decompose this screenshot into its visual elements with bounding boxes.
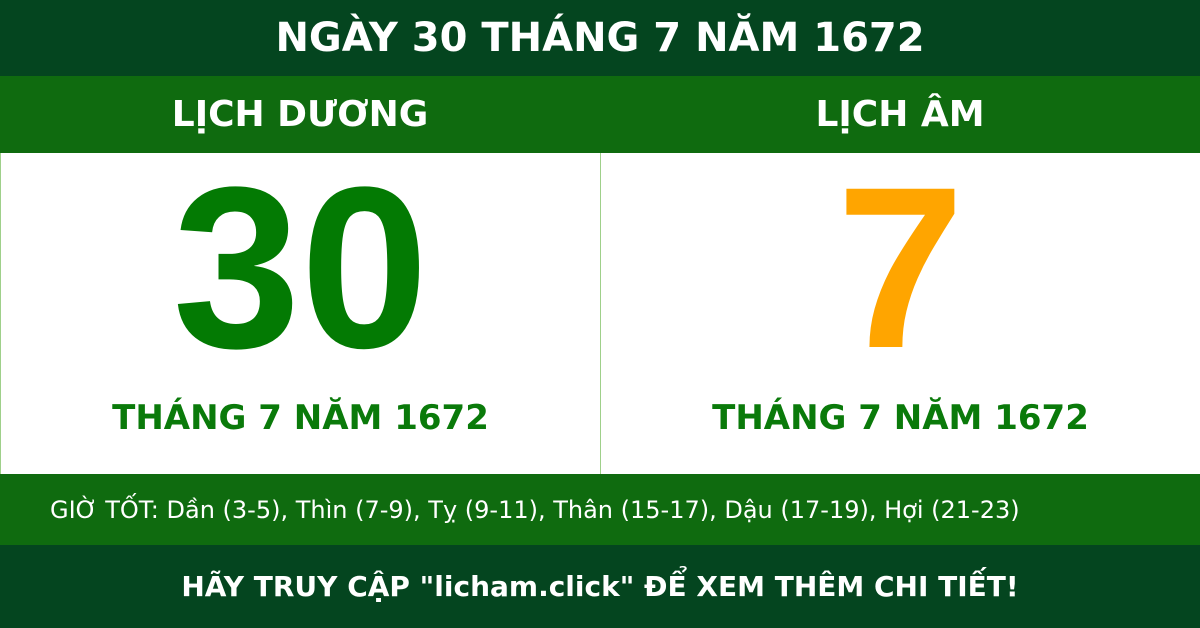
good-hours: GIỜ TỐT: Dần (3-5), Thìn (7-9), Tỵ (9-11… xyxy=(0,474,1200,545)
solar-day: 30 xyxy=(172,139,429,396)
lunar-month-year: THÁNG 7 NĂM 1672 xyxy=(712,398,1089,438)
calendar-headers: LỊCH DƯƠNG LỊCH ÂM xyxy=(0,76,1200,153)
lunar-panel: 7 THÁNG 7 NĂM 1672 xyxy=(600,153,1200,474)
calendar-panels: 30 THÁNG 7 NĂM 1672 7 THÁNG 7 NĂM 1672 xyxy=(0,153,1200,474)
solar-calendar-label: LỊCH DƯƠNG xyxy=(171,94,429,135)
footer-cta: HÃY TRUY CẬP "licham.click" ĐỂ XEM THÊM … xyxy=(0,545,1200,628)
page-title: NGÀY 30 THÁNG 7 NĂM 1672 xyxy=(0,0,1200,76)
lunar-calendar-label: LỊCH ÂM xyxy=(815,94,985,135)
lunar-day: 7 xyxy=(836,139,965,396)
solar-month-year: THÁNG 7 NĂM 1672 xyxy=(112,398,489,438)
solar-panel: 30 THÁNG 7 NĂM 1672 xyxy=(0,153,600,474)
